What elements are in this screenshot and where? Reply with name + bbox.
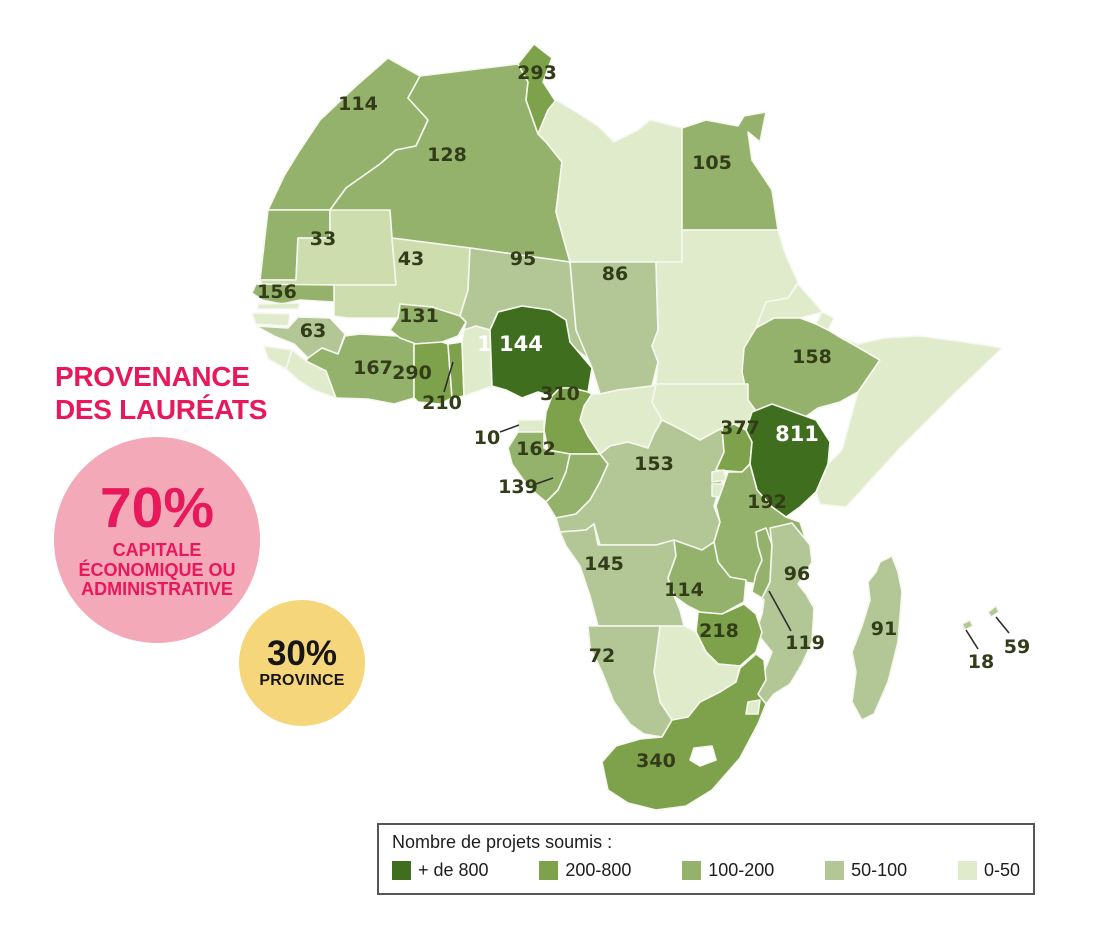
country-equatorial-guinea [517, 419, 545, 433]
legend: Nombre de projets soumis : + de 800 200-… [377, 823, 1035, 895]
value-togo: 210 [422, 392, 462, 414]
province-share-percent: 30% [266, 633, 338, 673]
country-swaziland [745, 699, 761, 715]
value-kenya: 811 [775, 422, 819, 446]
value-guinea: 63 [300, 320, 326, 342]
value-angola: 145 [584, 553, 624, 575]
province-share-label: PROVINCE [259, 672, 345, 690]
page-title-line2: DES LAURÉATS [55, 394, 268, 426]
country-zambia [667, 539, 747, 615]
country-rwanda [711, 469, 727, 483]
value-algeria: 128 [427, 144, 467, 166]
leader-congo [532, 477, 554, 486]
legend-swatch-0-50 [957, 861, 977, 880]
value-island-west: 18 [968, 651, 994, 673]
country-madagascar [851, 555, 903, 721]
country-burkina-faso [389, 303, 467, 345]
country-namibia [587, 625, 673, 738]
leader-island-east [995, 616, 1010, 634]
legend-item-0-50: 0-50 [957, 860, 1020, 881]
country-island-west [961, 619, 974, 631]
page-title: PROVENANCE DES LAURÉATS [55, 360, 267, 426]
country-mozambique [755, 522, 815, 705]
value-cameroon: 310 [540, 383, 580, 405]
value-egypt: 105 [692, 152, 732, 174]
legend-swatch-50-100 [825, 861, 845, 880]
country-libya [537, 99, 683, 263]
value-madagascar: 91 [871, 618, 897, 640]
leader-equatorial-guinea [499, 424, 520, 433]
legend-item-200-800: 200-800 [539, 860, 631, 881]
country-somalia [815, 335, 1003, 508]
country-island-east [987, 605, 1000, 618]
value-drc: 153 [634, 453, 674, 475]
capital-share-percent: 70% [99, 475, 215, 540]
legend-label-0-50: 0-50 [983, 860, 1020, 880]
value-senegal: 156 [257, 281, 297, 303]
country-gambia [257, 302, 301, 310]
legend-label-100-200: 100-200 [708, 860, 775, 880]
capital-share-label-line2: ÉCONOMIQUE OU [78, 559, 236, 580]
value-uganda: 377 [720, 417, 760, 439]
value-niger: 95 [510, 248, 536, 270]
capital-share-label-line3: ADMINISTRATIVE [81, 579, 233, 600]
legend-row: + de 800 200-800 100-200 50-100 0-50 [392, 860, 1020, 881]
country-senegal [251, 283, 335, 305]
value-nigeria: 1 144 [477, 332, 543, 356]
value-burkina: 131 [399, 305, 439, 327]
legend-label-gt800: + de 800 [418, 860, 489, 880]
value-congo: 139 [498, 476, 538, 498]
country-south-africa [601, 653, 767, 811]
value-gabon: 162 [516, 438, 556, 460]
value-tanzania: 192 [747, 491, 787, 513]
value-namibia: 72 [589, 645, 615, 667]
value-island-east: 59 [1004, 636, 1030, 658]
capital-share-label-line1: CAPITALE [112, 539, 202, 560]
country-lesotho [689, 745, 717, 767]
legend-swatch-gt800 [392, 861, 411, 880]
value-ethiopia: 158 [792, 346, 832, 368]
value-south-africa: 340 [636, 750, 676, 772]
value-mauritania: 33 [310, 228, 336, 250]
value-ghana: 290 [392, 362, 432, 384]
province-share-bubble: 30% PROVINCE [239, 600, 365, 726]
country-malawi [751, 527, 773, 599]
value-mozambique: 96 [784, 563, 810, 585]
value-malawi: 119 [785, 632, 825, 654]
value-zambia: 114 [664, 579, 704, 601]
value-morocco: 114 [338, 93, 378, 115]
value-chad: 86 [602, 263, 628, 285]
capital-share-bubble: 70% CAPITALE ÉCONOMIQUE OU ADMINISTRATIV… [54, 437, 260, 643]
legend-title: Nombre de projets soumis : [392, 832, 613, 852]
value-cote-divoire: 167 [353, 357, 393, 379]
legend-label-50-100: 50-100 [851, 860, 908, 880]
country-ghana [413, 341, 453, 405]
country-guinea-bissau [251, 312, 291, 327]
value-mali: 43 [398, 248, 424, 270]
value-equatorial-guinea: 10 [474, 427, 500, 449]
legend-item-gt800: + de 800 [392, 860, 489, 881]
legend-item-100-200: 100-200 [682, 860, 774, 881]
legend-label-200-800: 200-800 [565, 860, 632, 880]
legend-item-50-100: 50-100 [825, 860, 907, 881]
value-zimbabwe: 218 [699, 620, 739, 642]
leader-island-west [965, 629, 979, 650]
leader-togo [443, 361, 454, 393]
page-title-line1: PROVENANCE [55, 361, 250, 392]
leader-malawi [768, 590, 792, 632]
legend-swatch-200-800 [539, 861, 559, 880]
value-tunisia: 293 [517, 62, 557, 84]
legend-swatch-100-200 [682, 861, 702, 880]
